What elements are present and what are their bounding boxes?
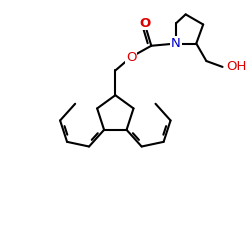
Text: O: O — [126, 50, 136, 64]
Text: O: O — [139, 17, 150, 30]
Text: N: N — [171, 37, 181, 50]
Text: OH: OH — [226, 60, 247, 74]
